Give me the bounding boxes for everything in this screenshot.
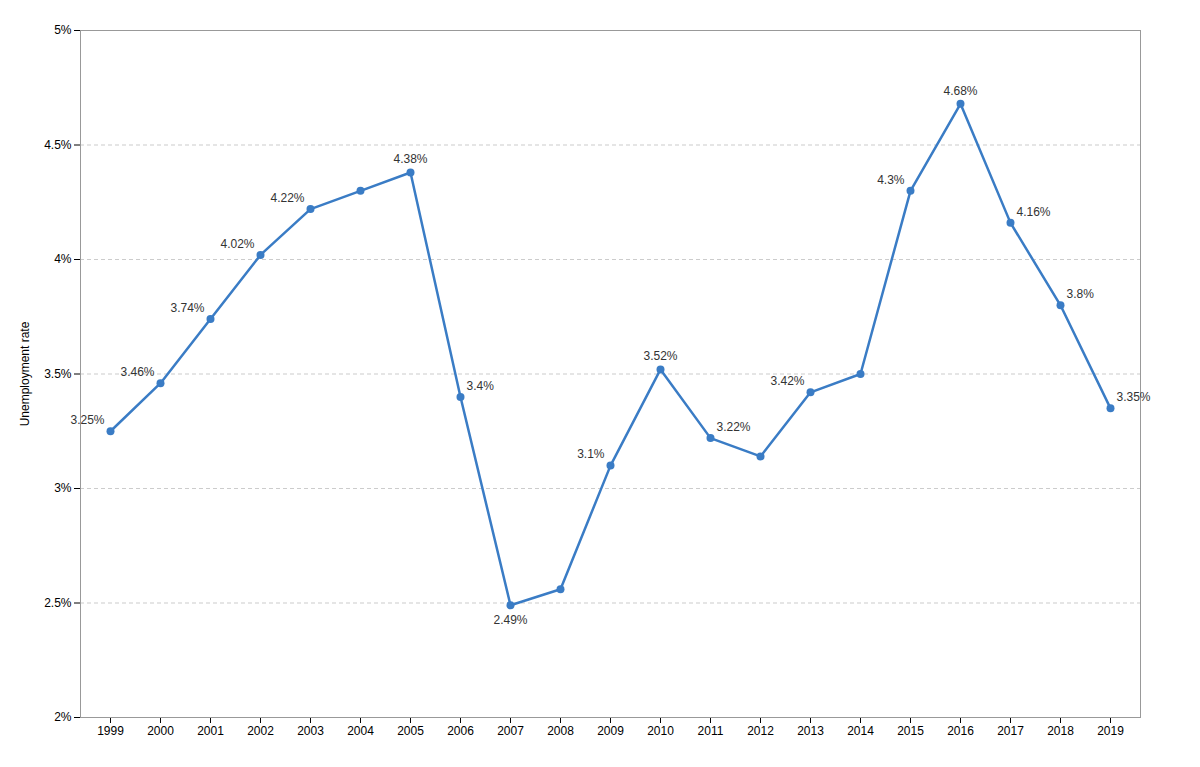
svg-text:3%: 3% — [54, 481, 72, 495]
svg-text:3.22%: 3.22% — [717, 420, 751, 434]
svg-text:2007: 2007 — [497, 724, 524, 738]
svg-text:4.02%: 4.02% — [220, 237, 254, 251]
svg-text:2.5%: 2.5% — [44, 596, 72, 610]
svg-text:3.46%: 3.46% — [120, 365, 154, 379]
svg-text:3.35%: 3.35% — [1117, 390, 1151, 404]
svg-text:2005: 2005 — [397, 724, 424, 738]
svg-text:2012: 2012 — [747, 724, 774, 738]
svg-text:2008: 2008 — [547, 724, 574, 738]
svg-text:2003: 2003 — [297, 724, 324, 738]
svg-text:5%: 5% — [54, 23, 72, 37]
svg-text:2017: 2017 — [997, 724, 1024, 738]
svg-text:2004: 2004 — [347, 724, 374, 738]
svg-text:2013: 2013 — [797, 724, 824, 738]
svg-text:3.5%: 3.5% — [44, 367, 72, 381]
svg-text:3.8%: 3.8% — [1067, 287, 1095, 301]
svg-text:2019: 2019 — [1097, 724, 1124, 738]
svg-text:4.3%: 4.3% — [877, 173, 905, 187]
svg-text:1999: 1999 — [97, 724, 124, 738]
svg-text:3.42%: 3.42% — [770, 374, 804, 388]
svg-text:2014: 2014 — [847, 724, 874, 738]
svg-text:4.5%: 4.5% — [44, 138, 72, 152]
svg-text:2018: 2018 — [1047, 724, 1074, 738]
svg-text:2.49%: 2.49% — [493, 613, 527, 627]
svg-text:3.74%: 3.74% — [170, 301, 204, 315]
svg-text:2009: 2009 — [597, 724, 624, 738]
svg-text:Unemployment rate: Unemployment rate — [18, 321, 32, 426]
svg-text:4.22%: 4.22% — [270, 191, 304, 205]
svg-text:4.68%: 4.68% — [943, 84, 977, 98]
svg-text:3.52%: 3.52% — [643, 349, 677, 363]
svg-text:2%: 2% — [54, 710, 72, 724]
svg-text:3.4%: 3.4% — [467, 379, 495, 393]
svg-text:4.16%: 4.16% — [1017, 205, 1051, 219]
svg-text:2001: 2001 — [197, 724, 224, 738]
svg-text:3.25%: 3.25% — [70, 413, 104, 427]
svg-text:2011: 2011 — [698, 724, 724, 738]
svg-text:2015: 2015 — [897, 724, 924, 738]
svg-text:3.1%: 3.1% — [577, 447, 605, 461]
svg-text:2000: 2000 — [147, 724, 174, 738]
svg-text:2006: 2006 — [447, 724, 474, 738]
svg-text:2016: 2016 — [947, 724, 974, 738]
svg-text:2002: 2002 — [247, 724, 274, 738]
svg-text:4%: 4% — [54, 252, 72, 266]
svg-text:2010: 2010 — [647, 724, 674, 738]
svg-text:4.38%: 4.38% — [393, 152, 427, 166]
